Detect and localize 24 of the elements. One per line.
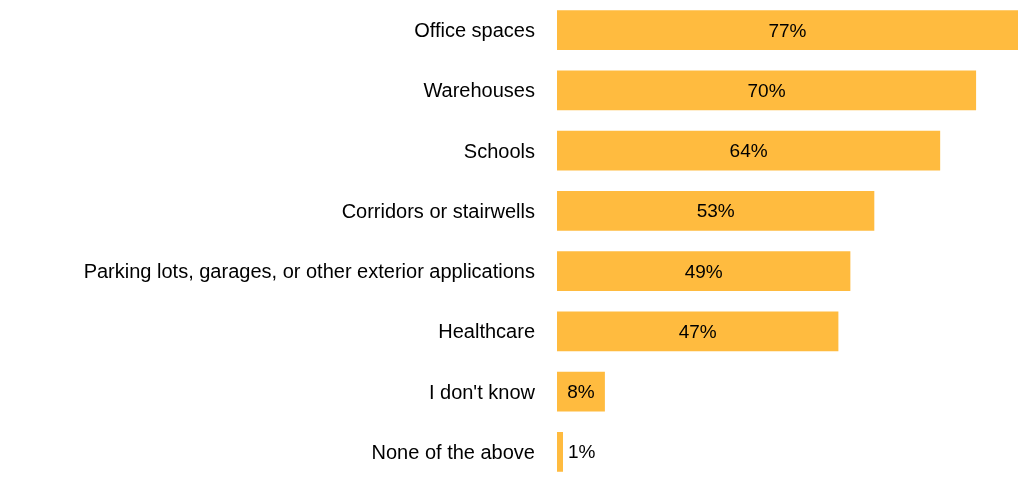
y-tick-label: Office spaces xyxy=(414,19,535,42)
bar xyxy=(557,190,875,231)
y-tick-label: None of the above xyxy=(371,440,535,463)
bar xyxy=(557,371,605,412)
bar xyxy=(557,431,563,472)
data-label: 47% xyxy=(678,320,717,342)
bar xyxy=(557,251,851,292)
data-label: 70% xyxy=(747,79,786,101)
data-label: 49% xyxy=(684,260,723,282)
bar xyxy=(557,70,977,111)
bar xyxy=(557,130,941,171)
y-tick-label: Healthcare xyxy=(438,320,535,343)
data-label: 8% xyxy=(567,381,595,403)
y-tick-label: Parking lots, garages, or other exterior applications xyxy=(83,260,535,283)
bar xyxy=(557,10,1018,51)
y-tick-label: Corridors or stairwells xyxy=(341,199,535,222)
y-tick-label: I don't know xyxy=(428,380,536,403)
data-label: 1% xyxy=(567,441,596,463)
y-tick-label: Schools xyxy=(463,139,535,162)
data-label: 77% xyxy=(768,19,807,41)
data-label: 64% xyxy=(729,140,768,162)
y-tick-label: Warehouses xyxy=(423,79,535,102)
data-label: 53% xyxy=(696,200,735,222)
bar xyxy=(557,311,839,352)
